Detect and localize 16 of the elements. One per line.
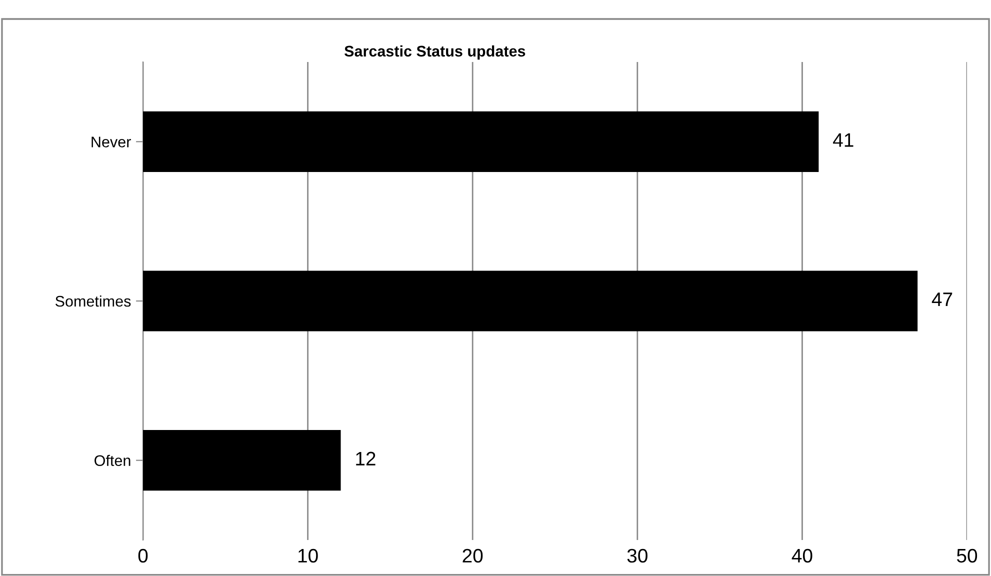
data-label: 47	[932, 292, 952, 306]
x-tick-label: 20	[462, 548, 483, 563]
x-tick-label: 0	[138, 548, 148, 563]
y-tick-label: Sometimes	[55, 295, 131, 307]
bar	[143, 430, 341, 491]
x-tick-label: 10	[298, 548, 318, 563]
data-label: 41	[833, 133, 854, 147]
data-label: 12	[356, 452, 376, 466]
x-tick-label: 50	[956, 548, 978, 563]
chart-title: Sarcastic Status updates	[344, 45, 526, 60]
x-tick-label: 30	[627, 548, 648, 563]
x-tick-label: 40	[792, 548, 812, 563]
y-tick-label: Often	[94, 454, 130, 466]
y-tick-label: Never	[92, 136, 131, 148]
bar	[143, 270, 918, 332]
bar	[143, 111, 819, 172]
